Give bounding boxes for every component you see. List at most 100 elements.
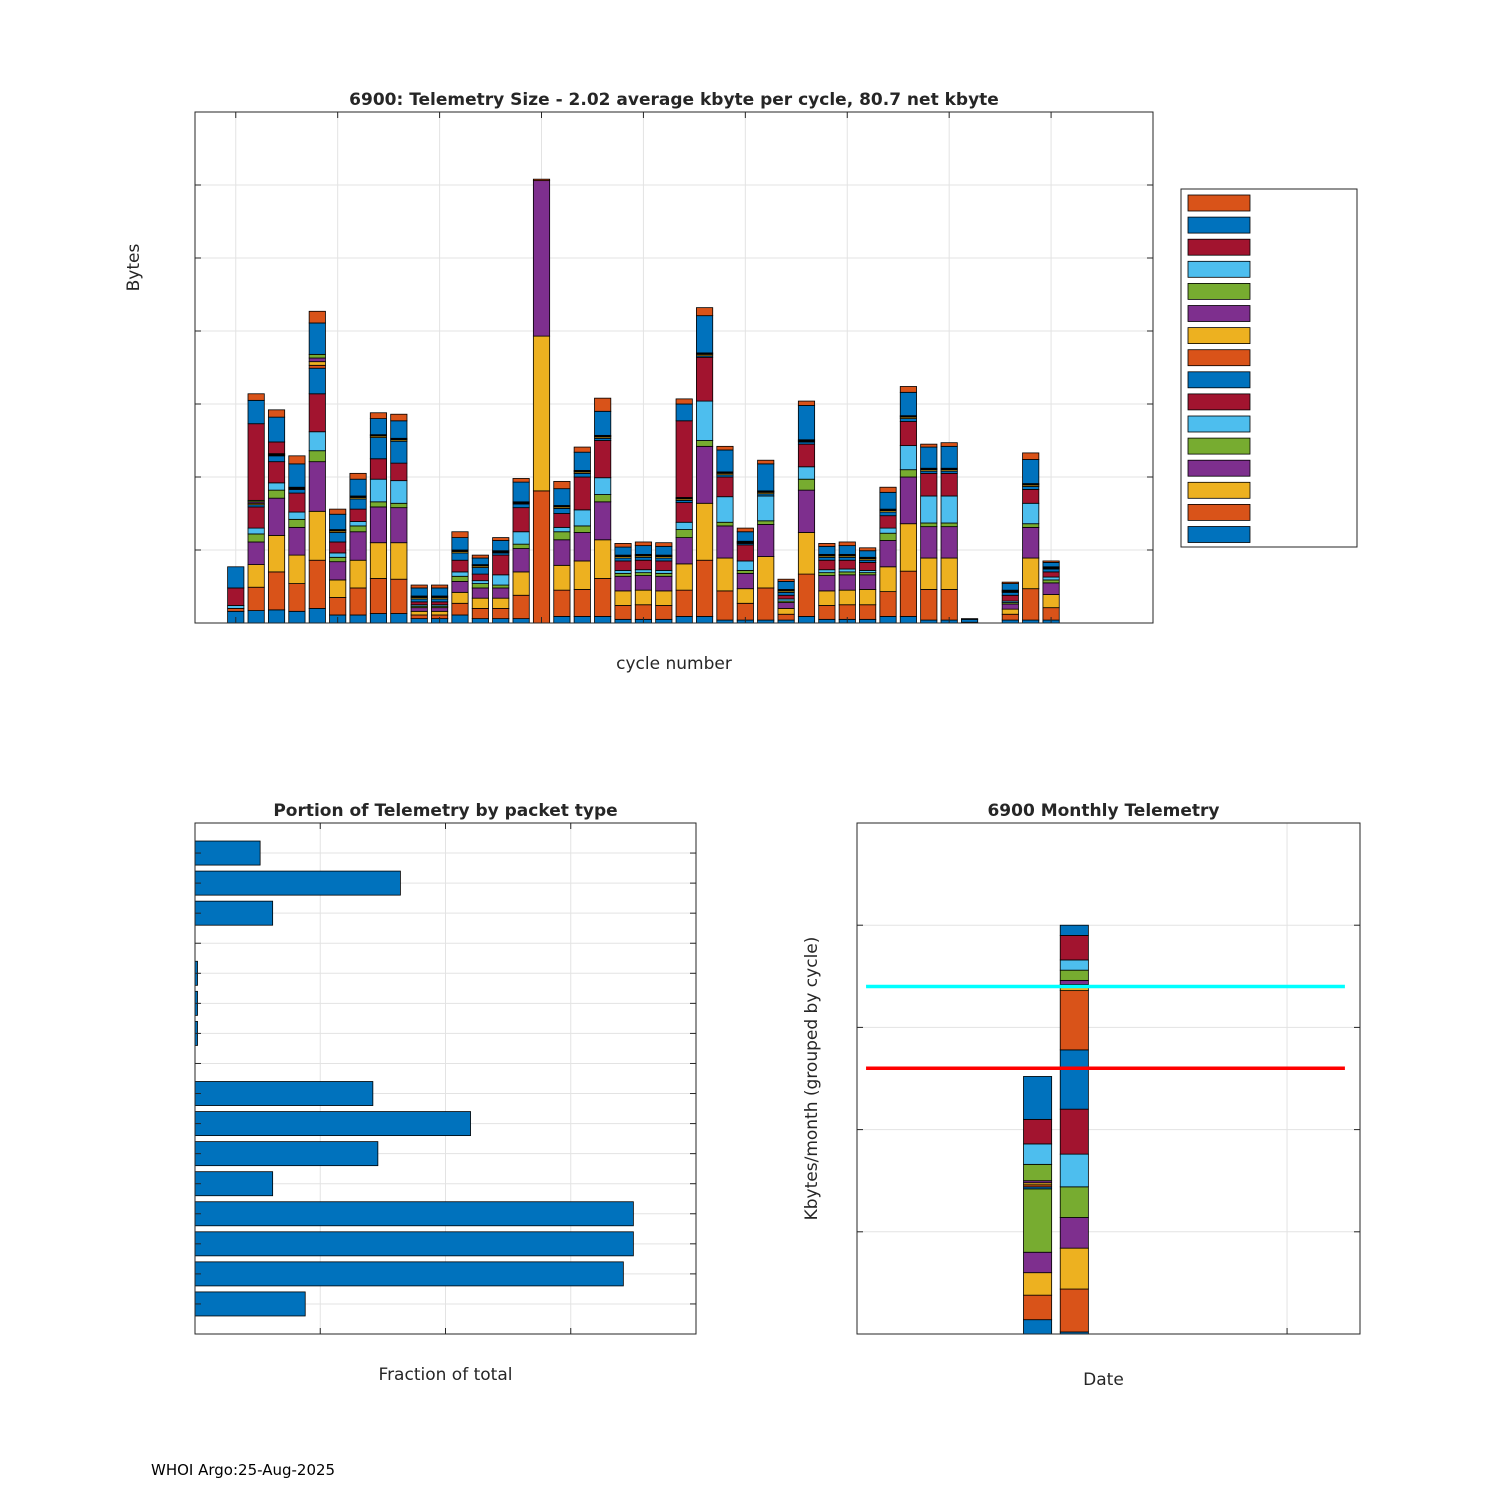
stacked-bar-segment — [267, 416, 286, 443]
stacked-bar-segment — [329, 579, 347, 598]
stacked-bar-segment — [492, 537, 510, 541]
stacked-bar-segment — [838, 574, 856, 591]
stacked-bar-segment — [410, 584, 428, 589]
legend-swatch — [1187, 305, 1251, 322]
stacked-bar-segment — [369, 506, 387, 544]
legend-swatch — [1187, 349, 1251, 367]
stacked-bar-segment — [838, 568, 856, 573]
stacked-bar-segment — [614, 605, 632, 620]
monthly-bar-segment — [1023, 1076, 1053, 1120]
top-bars — [227, 178, 1060, 624]
stacked-bar-segment — [451, 531, 469, 538]
stacked-bar-segment — [451, 580, 469, 593]
stacked-bar-segment — [573, 616, 591, 624]
stacked-bar-segment — [492, 540, 510, 552]
stacked-bar-segment — [390, 502, 408, 509]
stacked-bar-segment — [553, 589, 571, 617]
stacked-bar-segment — [594, 397, 612, 412]
legend-swatch — [1187, 238, 1251, 256]
stacked-bar-segment — [696, 315, 714, 354]
stacked-bar-segment — [390, 578, 408, 614]
stacked-bar-segment — [329, 508, 347, 515]
stacked-bar-segment — [594, 616, 612, 624]
stacked-bar-segment — [390, 480, 408, 504]
monthly-bar-segment — [1059, 1049, 1089, 1110]
stacked-bar-segment — [614, 543, 632, 548]
monthly-bar-segment — [1059, 1108, 1089, 1155]
stacked-bar-segment — [696, 400, 714, 441]
stacked-bar-segment — [716, 476, 734, 498]
stacked-bar-segment — [797, 616, 816, 624]
stacked-bar-segment — [736, 560, 754, 571]
top-y-axis-label: Bytes — [124, 244, 144, 292]
stacked-bar-segment — [369, 578, 387, 614]
stacked-bar-segment — [920, 522, 938, 528]
monthly-bar-segment — [1023, 1188, 1053, 1253]
stacked-bar-segment — [614, 557, 632, 562]
stacked-bar-segment — [920, 472, 938, 497]
stacked-bar-segment — [818, 543, 836, 547]
stacked-bar-segment — [451, 537, 469, 551]
stacked-bar-segment — [492, 574, 510, 586]
hbar-chart-title: Portion of Telemetry by packet type — [273, 801, 617, 821]
stacked-bar-segment — [899, 391, 917, 417]
stacked-bar-segment — [594, 501, 612, 541]
stacked-bar-segment — [797, 443, 816, 468]
legend-swatch — [1187, 260, 1251, 278]
hbar-x-axis-label: Fraction of total — [379, 1365, 513, 1385]
stacked-bar-segment — [532, 178, 551, 182]
stacked-bar-segment — [594, 477, 612, 495]
stacked-bar-segment — [757, 495, 775, 522]
stacked-bar-segment — [634, 545, 652, 555]
stacked-bar-segment — [675, 563, 693, 591]
stacked-bar-segment — [838, 571, 856, 576]
stacked-bar-segment — [573, 446, 591, 453]
stacked-bar-segment — [329, 597, 347, 616]
legend-swatch — [1187, 503, 1251, 521]
stacked-bar-segment — [879, 616, 897, 624]
stacked-bar-segment — [349, 559, 367, 589]
stacked-bar-segment — [797, 478, 816, 491]
stacked-bar-segment — [390, 413, 408, 422]
stacked-bar-segment — [1042, 576, 1060, 581]
month-x-axis-label: Date — [1083, 1370, 1124, 1390]
stacked-bar-segment — [553, 526, 571, 533]
monthly-bar-segment — [1023, 1118, 1053, 1145]
stacked-bar-segment — [859, 562, 877, 571]
stacked-bar-segment — [879, 486, 897, 493]
monthly-bar-segment — [1059, 969, 1089, 981]
top-axes-frame — [194, 111, 1154, 624]
stacked-bar-segment — [675, 420, 693, 498]
stacked-bar-segment — [838, 589, 856, 606]
stacked-bar-segment — [675, 521, 693, 530]
stacked-bar-segment — [471, 608, 489, 620]
monthly-bar-segment — [1059, 990, 1089, 1051]
stacked-bar-segment — [1042, 568, 1060, 573]
stacked-bar-segment — [369, 542, 387, 579]
hbar-bar — [194, 1141, 379, 1167]
stacked-bar-segment — [696, 559, 714, 617]
stacked-bar-segment — [451, 575, 469, 582]
stacked-bar-segment — [736, 572, 754, 590]
stacked-bar-segment — [431, 601, 449, 606]
stacked-bar-segment — [777, 602, 795, 609]
stacked-bar-segment — [267, 609, 286, 624]
stacked-bar-segment — [920, 557, 938, 590]
stacked-bar-segment — [288, 455, 306, 465]
stacked-bar-segment — [696, 502, 714, 561]
stacked-bar-segment — [349, 472, 367, 480]
stacked-bar-segment — [634, 575, 652, 591]
stacked-bar-segment — [390, 613, 408, 624]
stacked-bar-segment — [736, 570, 754, 574]
stacked-bar-segment — [797, 405, 816, 441]
stacked-bar-segment — [471, 587, 489, 599]
month-axes-frame — [856, 822, 1361, 1335]
stacked-bar-segment — [247, 393, 265, 401]
stacked-bar-segment — [675, 398, 693, 405]
stacked-bar-segment — [431, 610, 449, 616]
stacked-bar-segment — [716, 590, 734, 621]
stacked-bar-segment — [410, 614, 428, 620]
monthly-bar-segment — [1023, 1294, 1053, 1321]
stacked-bar-segment — [308, 461, 326, 512]
stacked-bar-segment — [512, 503, 530, 509]
